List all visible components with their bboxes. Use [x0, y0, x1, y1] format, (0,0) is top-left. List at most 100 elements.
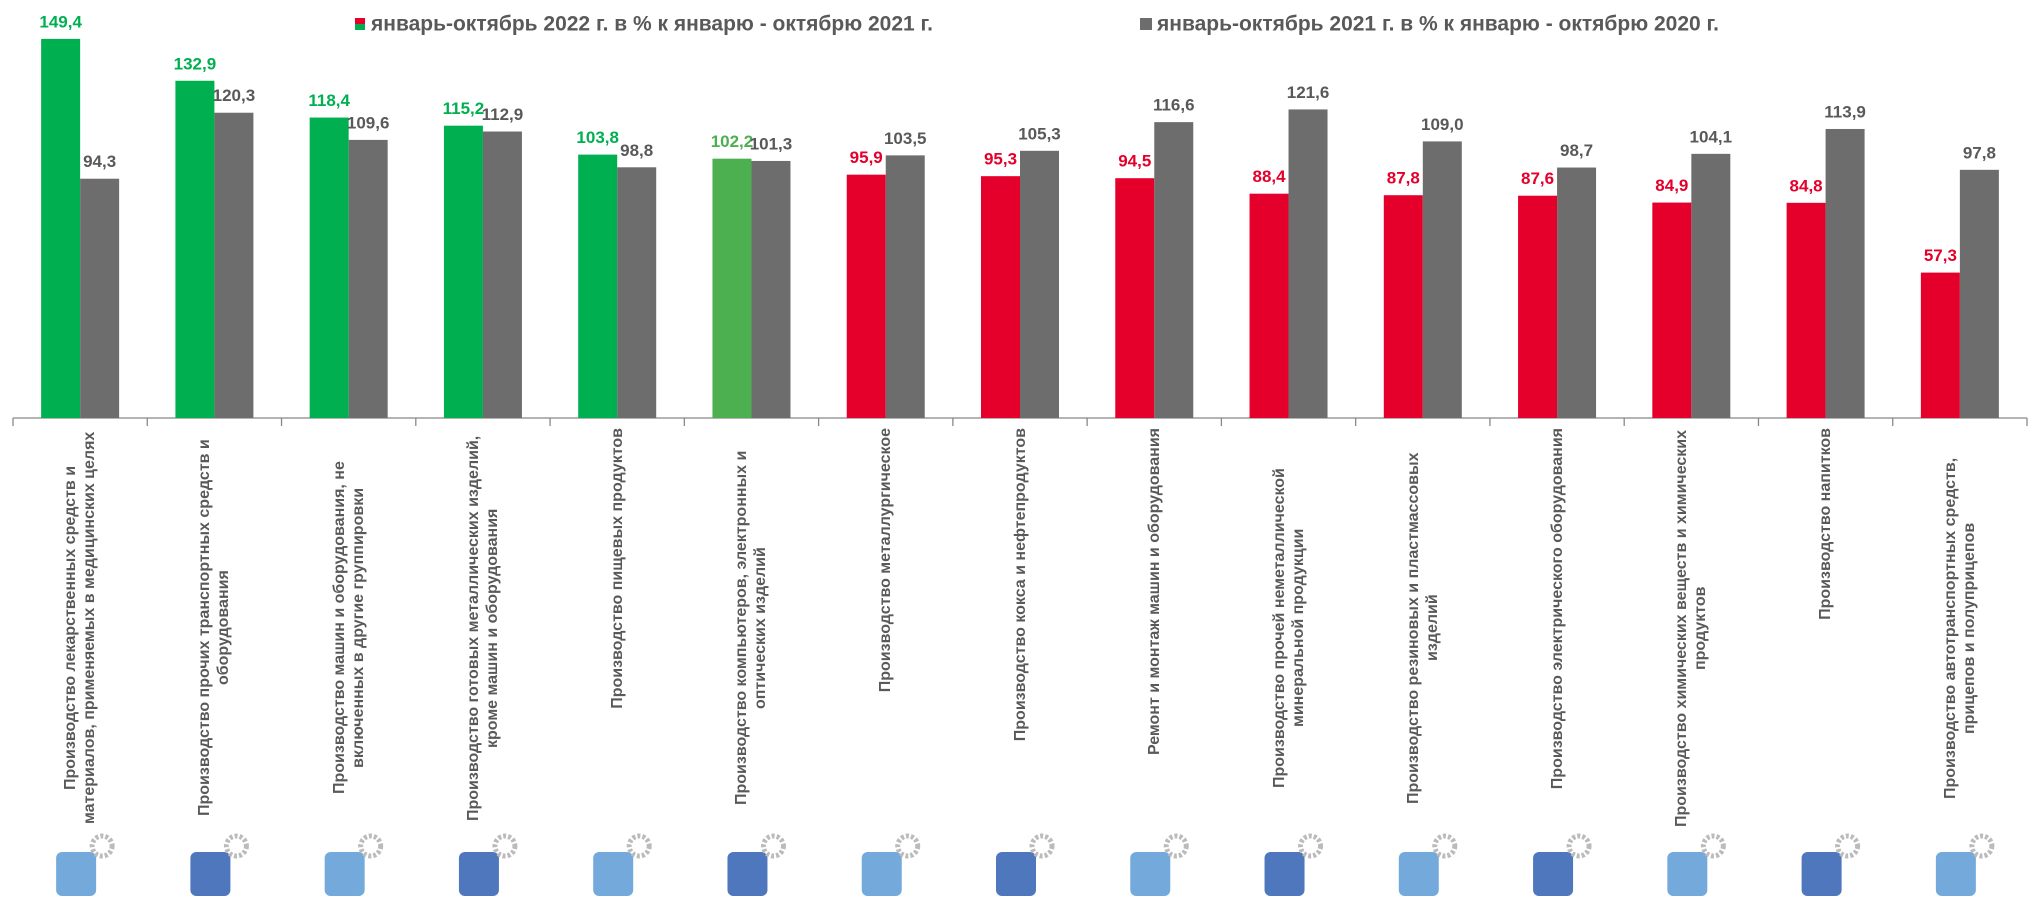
data-label: 132,9 — [174, 54, 217, 73]
icon-gear — [223, 833, 249, 859]
data-label: 57,3 — [1924, 246, 1957, 265]
bar — [712, 158, 752, 419]
data-label: 94,5 — [1118, 152, 1151, 171]
data-label: 113,9 — [1824, 102, 1866, 121]
bar — [214, 112, 254, 419]
data-label: 105,3 — [1018, 124, 1061, 143]
bar — [1691, 153, 1731, 418]
x-tick-label: Производство прочей неметаллической мине… — [1270, 468, 1307, 788]
category-icon — [1533, 833, 1592, 896]
legend-label: январь-октябрь 2022 г. в % к январю - ок… — [370, 13, 933, 36]
x-tick-label: Производство пищевых продуктов — [608, 428, 626, 709]
data-label: 98,7 — [1560, 141, 1593, 160]
bar — [1020, 150, 1059, 418]
category-icon — [324, 833, 384, 896]
category-box: Производство резиновых и пластмассовых и… — [1358, 428, 1488, 828]
bar — [885, 155, 925, 418]
category-icon — [1264, 833, 1324, 896]
bar — [1288, 109, 1328, 418]
x-tick-label: Производство металлургическое — [877, 428, 895, 693]
x-tick-label: Производство готовых металлических издел… — [464, 435, 501, 821]
icon-body — [1935, 852, 1976, 896]
bar — [443, 125, 483, 419]
icon-body — [1130, 852, 1171, 896]
data-label: 95,9 — [850, 148, 883, 167]
category-icon — [996, 833, 1055, 896]
data-label: 98,8 — [620, 141, 653, 160]
bar — [1115, 178, 1155, 418]
bar — [578, 154, 618, 419]
category-icon — [1667, 833, 1726, 896]
icon-body — [996, 852, 1036, 896]
x-tick-label: Производство машин и оборудования, не вк… — [330, 461, 367, 795]
icon-body — [190, 852, 231, 896]
category-box: Производство химических веществ и химиче… — [1626, 428, 1756, 828]
category-box: Производство напитков — [1761, 428, 1891, 828]
icon-body — [324, 852, 365, 896]
data-label: 88,4 — [1252, 167, 1286, 186]
x-tick-label: Производство лекарственных средств и мат… — [62, 431, 99, 825]
icon-gear — [89, 833, 115, 859]
icon-body — [458, 852, 499, 896]
category-icon — [1398, 833, 1458, 896]
bar — [1825, 128, 1865, 418]
category-icon — [593, 833, 652, 896]
icon-body — [727, 852, 768, 896]
bar — [80, 178, 120, 418]
icon-gear — [492, 833, 518, 859]
legend-label: январь-октябрь 2021 г. в % к январю - ок… — [1156, 13, 1719, 36]
bar — [1786, 202, 1826, 418]
category-icon — [458, 833, 518, 896]
icon-body — [1398, 852, 1439, 896]
icon-body — [1801, 852, 1842, 896]
category-box: Производство металлургическое — [821, 428, 951, 828]
icon-gear — [1969, 833, 1995, 859]
bar — [348, 139, 388, 418]
data-label: 84,9 — [1655, 176, 1688, 195]
bar — [1920, 272, 1960, 418]
data-label: 149,4 — [39, 12, 82, 31]
icon-gear — [895, 833, 921, 859]
category-icon — [861, 833, 921, 896]
data-label: 103,5 — [884, 129, 927, 148]
bar — [1422, 141, 1462, 418]
icon-gear — [1298, 833, 1324, 859]
category-box: Производство автотранспортных средств, п… — [1895, 428, 2025, 828]
legend-marker — [355, 24, 365, 30]
bar — [1154, 122, 1194, 418]
legend-marker — [1140, 18, 1152, 30]
bar — [309, 117, 349, 418]
data-label: 102,2 — [711, 132, 754, 151]
category-box: Производство лекарственных средств и мат… — [15, 428, 145, 828]
x-tick-label: Производство кокса и нефтепродуктов — [1011, 428, 1029, 742]
icon-gear — [1029, 833, 1055, 859]
category-box: Производство машин и оборудования, не вк… — [284, 428, 414, 828]
icon-gear — [1432, 833, 1458, 859]
bar — [175, 80, 215, 419]
category-box: Производство электрического оборудования — [1492, 428, 1622, 828]
data-label: 115,2 — [443, 99, 485, 118]
category-icon — [1130, 833, 1189, 896]
data-label: 121,6 — [1287, 83, 1330, 102]
data-label: 94,3 — [83, 152, 116, 171]
icon-gear — [760, 833, 786, 859]
data-label: 97,8 — [1963, 143, 1996, 162]
category-icon — [56, 833, 115, 896]
bar — [1518, 195, 1558, 418]
x-tick-label: Производство химических веществ и химиче… — [1673, 429, 1710, 827]
category-box: Производство готовых металлических издел… — [418, 428, 548, 828]
category-box: Производство прочей неметаллической мине… — [1224, 428, 1354, 828]
bar — [617, 167, 657, 418]
icon-body — [1667, 852, 1708, 896]
icon-gear — [1835, 833, 1861, 859]
bar — [751, 160, 791, 419]
bar — [1383, 195, 1423, 418]
category-box: Производство кокса и нефтепродуктов — [955, 428, 1085, 828]
data-label: 103,8 — [576, 128, 619, 147]
x-tick-label: Производство автотранспортных средств, п… — [1941, 457, 1978, 799]
x-tick-label: Производство компьютеров, электронных и … — [733, 450, 770, 806]
icon-body — [56, 852, 97, 896]
bar — [1557, 167, 1597, 418]
x-tick-label: Производство электрического оборудования — [1548, 428, 1566, 790]
bar — [1249, 193, 1289, 418]
